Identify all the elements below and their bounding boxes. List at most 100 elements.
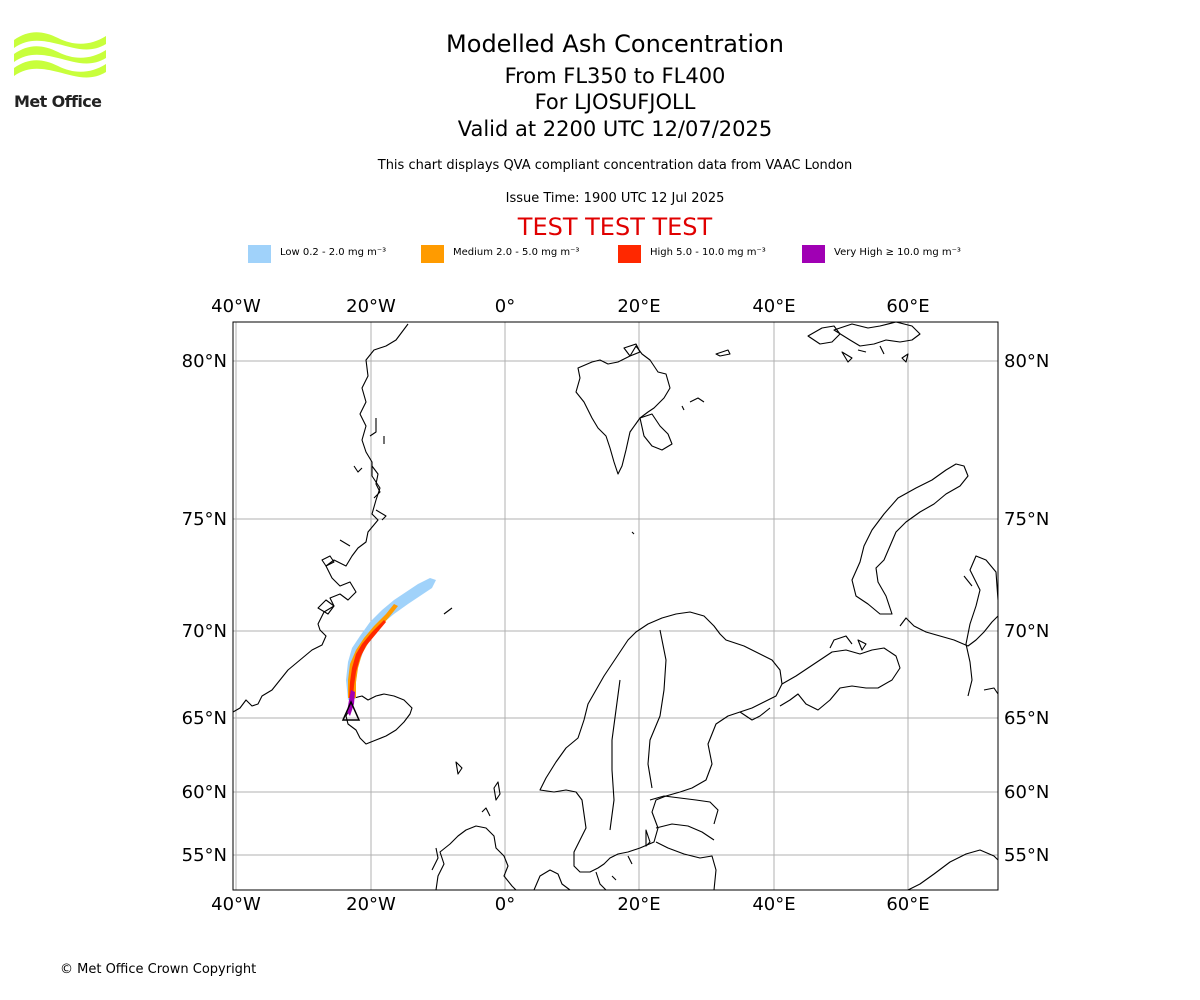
coast-franz-josef-6 xyxy=(901,353,909,363)
coast-oland xyxy=(627,855,633,865)
lat-label-left: 65°N xyxy=(182,708,227,729)
coast-north-europe xyxy=(533,869,571,890)
location-subtitle: For LJOSUFJOLL xyxy=(534,90,696,114)
coast-franz-josef-4 xyxy=(857,349,867,353)
copyright-text: © Met Office Crown Copyright xyxy=(60,962,257,977)
coast-baltic xyxy=(655,841,717,890)
coast-greenland-fjord-1 xyxy=(371,465,381,499)
legend-label-low: Low 0.2 - 2.0 mg m⁻³ xyxy=(280,247,387,258)
coast-kvitoya xyxy=(715,349,731,357)
coast-greenland-fjord-2 xyxy=(369,418,377,437)
lat-label-right: 80°N xyxy=(1004,351,1049,372)
coast-shetland xyxy=(493,781,501,801)
plume-low xyxy=(346,578,436,700)
lon-label-top: 0° xyxy=(495,296,515,317)
legend-label-medium: Medium 2.0 - 5.0 mg m⁻³ xyxy=(453,247,580,258)
coast-bear-island xyxy=(631,531,635,535)
coast-timan xyxy=(899,615,998,647)
coast-greenland-fjord-3 xyxy=(353,465,363,473)
coast-franz-josef-1 xyxy=(807,325,841,345)
coast-svalbard-main xyxy=(575,345,671,475)
legend-label-very-high: Very High ≥ 10.0 mg m⁻³ xyxy=(834,247,961,258)
lon-label-top: 40°W xyxy=(211,296,261,317)
legend-swatch-medium xyxy=(421,245,444,263)
lon-label-top: 20°W xyxy=(346,296,396,317)
coast-estonia xyxy=(655,823,715,841)
met-office-logo: Met Office xyxy=(14,30,110,112)
lat-label-right: 70°N xyxy=(1004,621,1049,642)
lat-label-right: 55°N xyxy=(1004,845,1049,866)
coast-yamal xyxy=(965,555,998,697)
lon-label-bottom: 40°W xyxy=(211,894,261,915)
coast-kolguev xyxy=(857,639,867,651)
legend-swatch-high xyxy=(618,245,641,263)
logo-text: Met Office xyxy=(14,92,102,111)
longitude-labels-bottom: 40°W 20°W 0° 20°E 40°E 60°E xyxy=(211,894,929,915)
coast-faroes xyxy=(455,761,463,775)
coast-franz-josef-2 xyxy=(833,322,921,347)
lon-label-bottom: 40°E xyxy=(752,894,795,915)
lat-label-left: 80°N xyxy=(182,351,227,372)
coast-greenland-island-2 xyxy=(321,555,335,567)
chart-title: Modelled Ash Concentration xyxy=(446,30,784,58)
longitude-labels-top: 40°W 20°W 0° 20°E 40°E 60°E xyxy=(211,296,929,317)
lon-label-bottom: 20°W xyxy=(346,894,396,915)
lon-label-top: 60°E xyxy=(886,296,929,317)
issue-time: Issue Time: 1900 UTC 12 Jul 2025 xyxy=(505,191,725,206)
coast-gotland xyxy=(645,829,651,847)
coast-gulf-finland xyxy=(649,795,719,825)
met-office-waves-icon xyxy=(14,32,106,78)
coast-franz-josef-3 xyxy=(841,351,853,363)
lat-label-left: 75°N xyxy=(182,509,227,530)
coast-scandinavia xyxy=(539,611,783,873)
coastlines xyxy=(233,322,998,890)
coast-white-sea xyxy=(739,707,771,721)
legend-swatch-very-high xyxy=(802,245,825,263)
lat-label-left: 60°N xyxy=(182,782,227,803)
plume-high xyxy=(349,620,386,698)
lon-label-top: 40°E xyxy=(752,296,795,317)
test-banner: TEST TEST TEST xyxy=(517,213,713,241)
coast-kong-karls xyxy=(689,397,705,403)
coast-greenland xyxy=(233,323,409,713)
coast-denmark xyxy=(595,871,607,890)
valid-time-subtitle: Valid at 2200 UTC 12/07/2025 xyxy=(457,117,773,141)
coast-bornholm xyxy=(611,875,617,881)
latitude-labels-right: 80°N 75°N 70°N 65°N 60°N 55°N xyxy=(1004,351,1049,866)
lon-label-bottom: 0° xyxy=(495,894,515,915)
coast-hebrides xyxy=(431,847,439,871)
coast-svalbard-nordaust xyxy=(623,343,641,357)
flight-level-subtitle: From FL350 to FL400 xyxy=(504,64,726,88)
coast-yamal-tip xyxy=(983,687,998,695)
coast-norway-sweden-border xyxy=(609,679,621,831)
coast-greenland-fjord-5 xyxy=(375,509,387,521)
coast-finland-interior xyxy=(647,629,667,789)
lat-label-right: 60°N xyxy=(1004,782,1049,803)
lon-label-bottom: 60°E xyxy=(886,894,929,915)
coast-vaygach xyxy=(963,575,973,587)
coast-svalbard-east xyxy=(639,413,673,451)
lat-label-right: 75°N xyxy=(1004,509,1049,530)
triangle-icon xyxy=(341,700,361,721)
coast-kola xyxy=(779,647,901,711)
coast-scotland xyxy=(435,825,517,890)
coast-novaya-zemlya xyxy=(851,463,969,615)
coast-small-island xyxy=(681,405,685,411)
lat-label-left: 55°N xyxy=(182,845,227,866)
legend-swatch-low xyxy=(248,245,271,263)
map-frame xyxy=(232,321,999,891)
disclaimer-text: This chart displays QVA compliant concen… xyxy=(377,158,853,173)
lat-label-right: 65°N xyxy=(1004,708,1049,729)
coast-kanin xyxy=(829,635,853,649)
coast-east-russia xyxy=(907,849,998,890)
lon-label-top: 20°E xyxy=(617,296,660,317)
lat-label-left: 70°N xyxy=(182,621,227,642)
coast-greenland-island-1 xyxy=(317,599,335,615)
coast-jan-mayen xyxy=(443,607,453,615)
legend-label-high: High 5.0 - 10.0 mg m⁻³ xyxy=(650,247,766,258)
latitude-labels-left: 80°N 75°N 70°N 65°N 60°N 55°N xyxy=(182,351,227,866)
coast-franz-josef-5 xyxy=(879,345,885,355)
volcano-marker xyxy=(341,700,361,721)
lon-label-bottom: 20°E xyxy=(617,894,660,915)
